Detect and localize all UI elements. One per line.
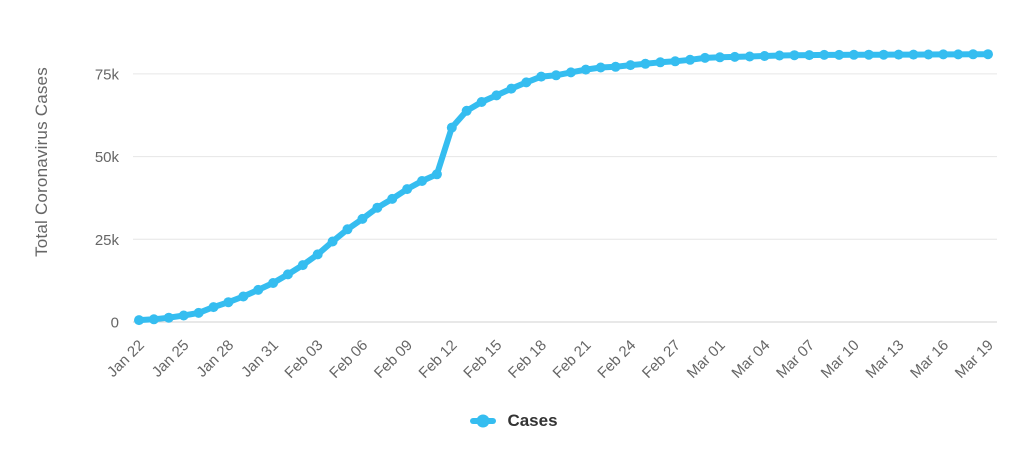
x-tick-label: Jan 25 <box>149 337 193 381</box>
x-tick-label: Mar 07 <box>773 337 818 382</box>
data-point-marker[interactable] <box>193 307 204 318</box>
data-point-marker[interactable] <box>908 49 919 60</box>
data-point-marker[interactable] <box>700 52 710 63</box>
data-point-marker[interactable] <box>342 224 353 235</box>
data-point-marker[interactable] <box>178 310 189 321</box>
data-point-marker[interactable] <box>968 49 979 60</box>
y-axis-title: Total Coronavirus Cases <box>32 67 51 257</box>
data-point-marker[interactable] <box>297 260 308 271</box>
cases-line <box>136 51 991 324</box>
data-point-marker[interactable] <box>789 50 800 61</box>
data-point-marker[interactable] <box>134 315 144 326</box>
data-point-marker[interactable] <box>417 176 427 186</box>
x-tick-label: Feb 03 <box>281 337 326 382</box>
data-point-marker[interactable] <box>148 314 159 325</box>
y-tick-label: 75k <box>95 66 120 83</box>
x-tick-label: Mar 10 <box>818 337 863 382</box>
chart-legend: Cases <box>0 411 1024 431</box>
data-point-marker[interactable] <box>685 54 696 65</box>
x-tick-label: Jan 28 <box>193 337 237 381</box>
data-point-marker[interactable] <box>208 302 219 313</box>
data-point-marker[interactable] <box>759 51 770 61</box>
y-tick-label: 50k <box>95 149 120 166</box>
data-point-marker[interactable] <box>223 297 234 308</box>
data-point-marker[interactable] <box>714 52 725 63</box>
y-tick-label: 0 <box>111 315 119 332</box>
x-tick-label: Feb 06 <box>326 337 371 382</box>
x-tick-label: Mar 13 <box>862 337 907 382</box>
data-point-marker[interactable] <box>848 49 859 60</box>
x-tick-label: Feb 27 <box>639 337 684 382</box>
data-point-marker[interactable] <box>953 49 964 60</box>
x-tick-label: Mar 19 <box>952 337 997 382</box>
data-point-marker[interactable] <box>834 49 845 60</box>
data-point-marker[interactable] <box>938 49 949 60</box>
data-point-marker[interactable] <box>431 169 442 180</box>
data-point-marker[interactable] <box>536 71 547 82</box>
data-point-marker[interactable] <box>640 58 651 69</box>
data-point-marker[interactable] <box>551 70 562 81</box>
data-point-marker[interactable] <box>357 213 368 224</box>
data-point-marker[interactable] <box>387 193 398 204</box>
legend-label: Cases <box>507 411 558 430</box>
data-point-marker[interactable] <box>580 64 591 75</box>
legend-marker-icon <box>470 414 497 428</box>
data-point-marker[interactable] <box>402 184 413 195</box>
data-point-marker[interactable] <box>878 49 889 60</box>
x-tick-label: Feb 21 <box>550 337 595 382</box>
data-point-marker[interactable] <box>521 77 532 88</box>
data-point-marker[interactable] <box>893 49 904 60</box>
data-point-marker[interactable] <box>819 49 830 60</box>
data-point-marker[interactable] <box>625 60 636 71</box>
x-tick-label: Feb 15 <box>460 337 505 382</box>
y-tick-label: 25k <box>95 232 120 249</box>
data-point-marker[interactable] <box>491 90 502 101</box>
x-tick-label: Jan 22 <box>104 337 148 381</box>
data-point-marker[interactable] <box>610 61 621 72</box>
data-point-marker[interactable] <box>744 51 755 62</box>
data-point-marker[interactable] <box>863 49 874 60</box>
data-point-marker[interactable] <box>595 62 606 73</box>
data-point-marker[interactable] <box>282 269 293 280</box>
data-point-marker[interactable] <box>565 67 576 78</box>
x-tick-label: Feb 12 <box>416 337 461 382</box>
x-tick-label: Feb 09 <box>371 337 416 382</box>
data-point-marker[interactable] <box>446 122 457 133</box>
plot-area: 0 25k 50k 75k Jan 22 Jan 25 Jan 28 Jan 31 Feb 03… <box>95 49 997 382</box>
data-point-marker[interactable] <box>983 49 993 60</box>
data-point-marker[interactable] <box>327 236 338 247</box>
x-tick-label: Feb 24 <box>594 337 639 382</box>
x-tick-label: Jan 31 <box>238 337 282 381</box>
data-point-marker[interactable] <box>655 57 666 68</box>
data-point-marker[interactable] <box>774 50 785 61</box>
data-point-marker[interactable] <box>268 278 279 288</box>
data-point-marker[interactable] <box>923 49 934 60</box>
data-point-marker[interactable] <box>729 51 740 62</box>
data-point-marker[interactable] <box>670 56 681 67</box>
x-tick-label: Mar 16 <box>907 337 952 382</box>
x-tick-label: Mar 04 <box>728 337 773 382</box>
data-point-marker[interactable] <box>312 249 323 260</box>
data-point-marker[interactable] <box>253 284 264 295</box>
x-tick-label: Feb 18 <box>505 337 550 382</box>
data-point-marker[interactable] <box>238 291 249 302</box>
x-tick-label: Mar 01 <box>684 337 729 382</box>
data-point-marker[interactable] <box>476 97 487 107</box>
data-point-marker[interactable] <box>163 312 174 323</box>
data-point-marker[interactable] <box>506 83 517 94</box>
data-point-marker[interactable] <box>372 202 383 213</box>
data-point-marker[interactable] <box>461 105 472 116</box>
legend-item-cases[interactable]: Cases <box>466 411 558 431</box>
data-point-marker[interactable] <box>804 50 815 61</box>
